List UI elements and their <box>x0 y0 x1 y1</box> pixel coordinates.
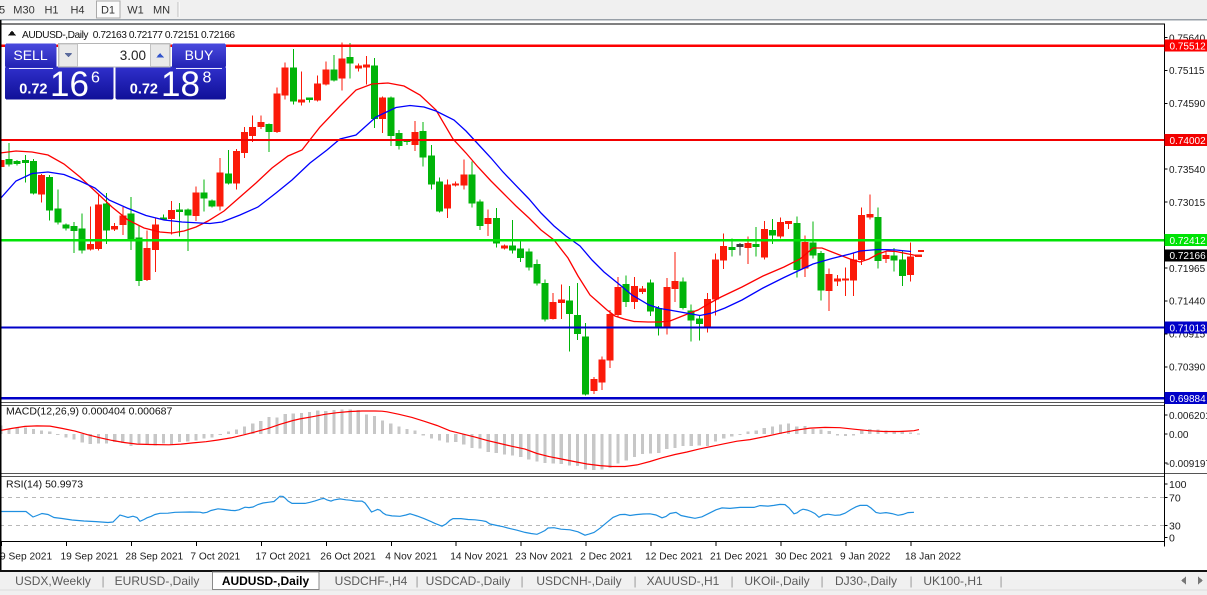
svg-text:MACD(12,26,9) 0.000404 0.00068: MACD(12,26,9) 0.000404 0.000687 <box>6 406 173 418</box>
svg-text:0.73540: 0.73540 <box>1169 165 1206 176</box>
svg-text:0.74002: 0.74002 <box>1170 136 1207 147</box>
svg-text:0.69884: 0.69884 <box>1170 394 1207 405</box>
svg-text:M30: M30 <box>13 5 34 17</box>
svg-text:0.00: 0.00 <box>1169 430 1189 441</box>
svg-text:26 Oct 2021: 26 Oct 2021 <box>320 552 376 563</box>
svg-text:AUDUSD-,Daily 0.72163 0.72177: AUDUSD-,Daily 0.72163 0.72177 0.72151 0.… <box>22 30 235 41</box>
svg-text:9 Jan 2022: 9 Jan 2022 <box>840 552 891 563</box>
svg-text:23 Nov 2021: 23 Nov 2021 <box>515 552 573 563</box>
svg-text:18 Jan 2022: 18 Jan 2022 <box>905 552 961 563</box>
svg-text:0.72: 0.72 <box>19 82 47 98</box>
svg-text:|: | <box>909 574 912 588</box>
svg-text:W1: W1 <box>127 5 144 17</box>
svg-text:|: | <box>820 574 823 588</box>
svg-text:0.71965: 0.71965 <box>1169 264 1206 275</box>
svg-text:19 Sep 2021: 19 Sep 2021 <box>60 552 118 563</box>
svg-text:9 Sep 2021: 9 Sep 2021 <box>0 552 52 563</box>
svg-text:0.72412: 0.72412 <box>1170 236 1207 247</box>
svg-text:30 Dec 2021: 30 Dec 2021 <box>775 552 833 563</box>
svg-text:USDCHF-,H4: USDCHF-,H4 <box>335 574 408 588</box>
svg-text:0.71440: 0.71440 <box>1169 297 1206 308</box>
svg-text:|: | <box>999 574 1002 588</box>
svg-text:USDCAD-,Daily: USDCAD-,Daily <box>426 574 511 588</box>
svg-text:0.73015: 0.73015 <box>1169 198 1206 209</box>
svg-text:7 Oct 2021: 7 Oct 2021 <box>190 552 240 563</box>
svg-text:3.00: 3.00 <box>120 48 146 63</box>
svg-text:0: 0 <box>1169 532 1175 544</box>
svg-text:70: 70 <box>1169 492 1181 504</box>
svg-text:0.75640: 0.75640 <box>1169 33 1206 44</box>
svg-text:0.75512: 0.75512 <box>1170 42 1207 53</box>
svg-text:16: 16 <box>50 65 89 104</box>
svg-text:UKOil-,Daily: UKOil-,Daily <box>744 574 809 588</box>
svg-text:H4: H4 <box>70 5 84 17</box>
svg-text:MN: MN <box>153 5 170 17</box>
svg-text:0.75115: 0.75115 <box>1169 66 1205 77</box>
svg-text:5: 5 <box>0 5 5 17</box>
svg-text:12 Dec 2021: 12 Dec 2021 <box>645 552 703 563</box>
svg-text:21 Dec 2021: 21 Dec 2021 <box>710 552 768 563</box>
svg-text:UK100-,H1: UK100-,H1 <box>923 574 983 588</box>
svg-text:0.70390: 0.70390 <box>1169 363 1206 374</box>
svg-text:8: 8 <box>203 70 212 87</box>
svg-text:4 Nov 2021: 4 Nov 2021 <box>385 552 437 563</box>
svg-text:XAUUSD-,H1: XAUUSD-,H1 <box>647 574 720 588</box>
svg-text:|: | <box>730 574 733 588</box>
svg-text:0.70915: 0.70915 <box>1169 330 1206 341</box>
svg-text:28 Sep 2021: 28 Sep 2021 <box>125 552 183 563</box>
svg-text:|: | <box>101 574 104 588</box>
svg-text:USDX,Weekly: USDX,Weekly <box>15 574 91 588</box>
svg-text:USDCNH-,Daily: USDCNH-,Daily <box>536 574 621 588</box>
svg-text:DJ30-,Daily: DJ30-,Daily <box>835 574 897 588</box>
svg-text:SELL: SELL <box>13 47 47 63</box>
svg-text:|: | <box>633 574 636 588</box>
svg-text:6: 6 <box>91 70 100 87</box>
svg-text:0.71013: 0.71013 <box>1170 323 1207 334</box>
svg-text:100: 100 <box>1169 479 1187 491</box>
svg-text:0.72: 0.72 <box>130 82 158 98</box>
svg-text:|: | <box>415 574 418 588</box>
svg-text:H1: H1 <box>44 5 58 17</box>
svg-text:EURUSD-,Daily: EURUSD-,Daily <box>115 574 200 588</box>
svg-text:17 Oct 2021: 17 Oct 2021 <box>255 552 311 563</box>
svg-text:18: 18 <box>161 65 200 104</box>
svg-text:BUY: BUY <box>185 47 214 63</box>
svg-text:14 Nov 2021: 14 Nov 2021 <box>450 552 508 563</box>
svg-text:0.74590: 0.74590 <box>1169 99 1206 110</box>
svg-text:0.72166: 0.72166 <box>1170 251 1207 262</box>
svg-text:AUDUSD-,Daily: AUDUSD-,Daily <box>222 574 310 588</box>
svg-text:0.006201: 0.006201 <box>1169 411 1207 422</box>
svg-text:RSI(14) 50.9973: RSI(14) 50.9973 <box>6 479 83 491</box>
svg-text:2 Dec 2021: 2 Dec 2021 <box>580 552 632 563</box>
svg-text:-0.009197: -0.009197 <box>1166 459 1207 470</box>
svg-text:|: | <box>520 574 523 588</box>
svg-text:30: 30 <box>1169 520 1181 532</box>
svg-text:D1: D1 <box>101 5 115 17</box>
